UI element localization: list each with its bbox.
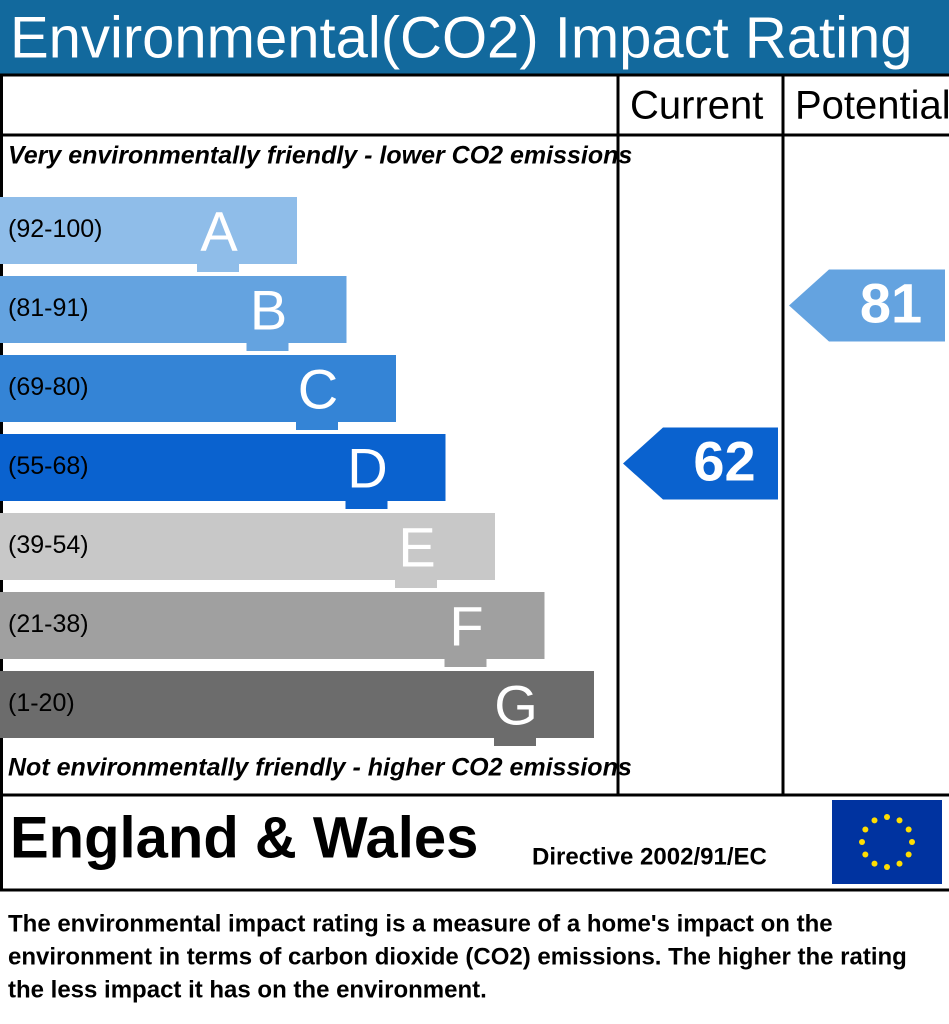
band-letter-box — [345, 474, 388, 509]
flag-star — [909, 839, 915, 845]
region: England & Wales — [10, 805, 478, 870]
column-header: Current — [630, 84, 763, 128]
top-note: Very environmentally friendly - lower CO… — [8, 142, 632, 170]
band-letter: F — [449, 594, 483, 657]
band-range: (55-68) — [8, 452, 89, 480]
band-range: (81-91) — [8, 294, 89, 322]
rating-value: 81 — [860, 271, 922, 334]
bottom-note: Not environmentally friendly - higher CO… — [8, 754, 632, 782]
band-letter-box — [395, 553, 437, 588]
band-letter-box — [296, 395, 338, 430]
flag-star — [871, 817, 878, 824]
band-letter-box — [246, 316, 289, 351]
rating-value: 62 — [693, 429, 755, 492]
band-letter: D — [347, 436, 387, 499]
band-letter: G — [494, 673, 538, 736]
chart-title: Environmental(CO2) Impact Rating — [10, 5, 913, 70]
band-range: (92-100) — [8, 215, 103, 243]
band-range: (69-80) — [8, 373, 89, 401]
band-letter: A — [200, 199, 238, 262]
band-bar — [0, 197, 297, 264]
flag-star — [862, 826, 869, 833]
band-bar — [0, 276, 347, 343]
band-letter-box — [444, 632, 487, 667]
description-line: the less impact it has on the environmen… — [8, 976, 487, 1003]
band-letter: E — [398, 515, 435, 578]
description-line: The environmental impact rating is a mea… — [8, 910, 833, 937]
flag-star — [884, 864, 890, 870]
flag-star — [896, 817, 903, 824]
flag-star — [905, 851, 912, 858]
flag-star — [905, 826, 912, 833]
title-bar — [0, 0, 949, 75]
band-letter-box — [494, 711, 536, 746]
band-range: (39-54) — [8, 531, 89, 559]
rating-arrow — [623, 427, 778, 500]
flag-star — [862, 851, 869, 858]
flag-star — [896, 860, 903, 867]
flag-star — [871, 860, 878, 867]
eu-flag — [832, 800, 942, 884]
flag-star — [884, 814, 890, 820]
band-letter: B — [250, 278, 287, 341]
band-letter: C — [298, 357, 338, 420]
band-letter-box — [197, 237, 239, 272]
flag-star — [859, 839, 865, 845]
description-line: environment in terms of carbon dioxide (… — [8, 943, 907, 970]
band-range: (21-38) — [8, 610, 89, 638]
column-header: Potential — [795, 84, 949, 128]
directive: Directive 2002/91/EC — [532, 843, 767, 870]
rating-arrow — [789, 269, 945, 342]
band-range: (1-20) — [8, 689, 75, 717]
